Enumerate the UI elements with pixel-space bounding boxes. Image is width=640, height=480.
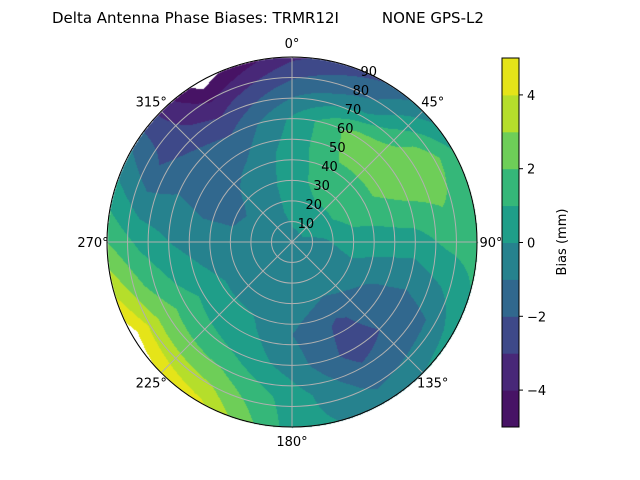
colorbar-segment [502,58,519,96]
radial-tick-label: 40 [321,160,338,175]
angular-gridline [160,241,293,374]
angular-gridline [291,241,424,374]
radial-tick-label: 50 [329,141,346,156]
angular-tick-label: 225° [136,377,167,392]
angular-tick-label: 315° [136,95,167,110]
angular-tick-label: 45° [421,95,444,110]
radial-tick-label: 60 [337,122,354,137]
colorbar: −4 −2 0 2 4 Bias (mm) [501,57,570,428]
colorbar-segment [502,390,519,428]
colorbar-tick-label: −4 [527,384,546,399]
angular-tick-label: 180° [276,435,307,450]
angular-tick-label: 0° [285,37,300,52]
angular-tick-label: 270° [77,236,108,251]
colorbar-tick-label: −2 [527,310,546,325]
radial-tick-label: 20 [305,198,322,213]
radial-tick-label: 30 [313,179,330,194]
angular-tick-label: 90° [479,236,502,251]
angular-tick-label: 135° [417,377,448,392]
colorbar-segment [502,353,519,391]
colorbar-tick-label: 0 [527,237,535,252]
chart-title: Delta Antenna Phase Biases: TRMR12I NONE… [52,9,484,27]
radial-tick-label: 10 [298,217,315,232]
radial-tick-label: 90 [361,65,378,80]
angular-gridline [291,110,424,243]
colorbar-segment [502,94,519,133]
colorbar-tick-label: 4 [527,89,535,104]
polar-frame [106,56,478,428]
radial-tick-label: 80 [353,84,370,99]
colorbar-segment [502,168,519,207]
colorbar-segment [502,279,519,317]
angular-gridline [160,110,293,243]
colorbar-segment [502,242,519,280]
colorbar-segment [502,316,519,354]
colorbar-label: Bias (mm) [555,209,570,276]
colorbar-tick-label: 2 [527,163,535,178]
colorbar-segment [502,205,519,243]
radial-tick-label: 70 [345,103,362,118]
colorbar-segment [502,131,519,170]
